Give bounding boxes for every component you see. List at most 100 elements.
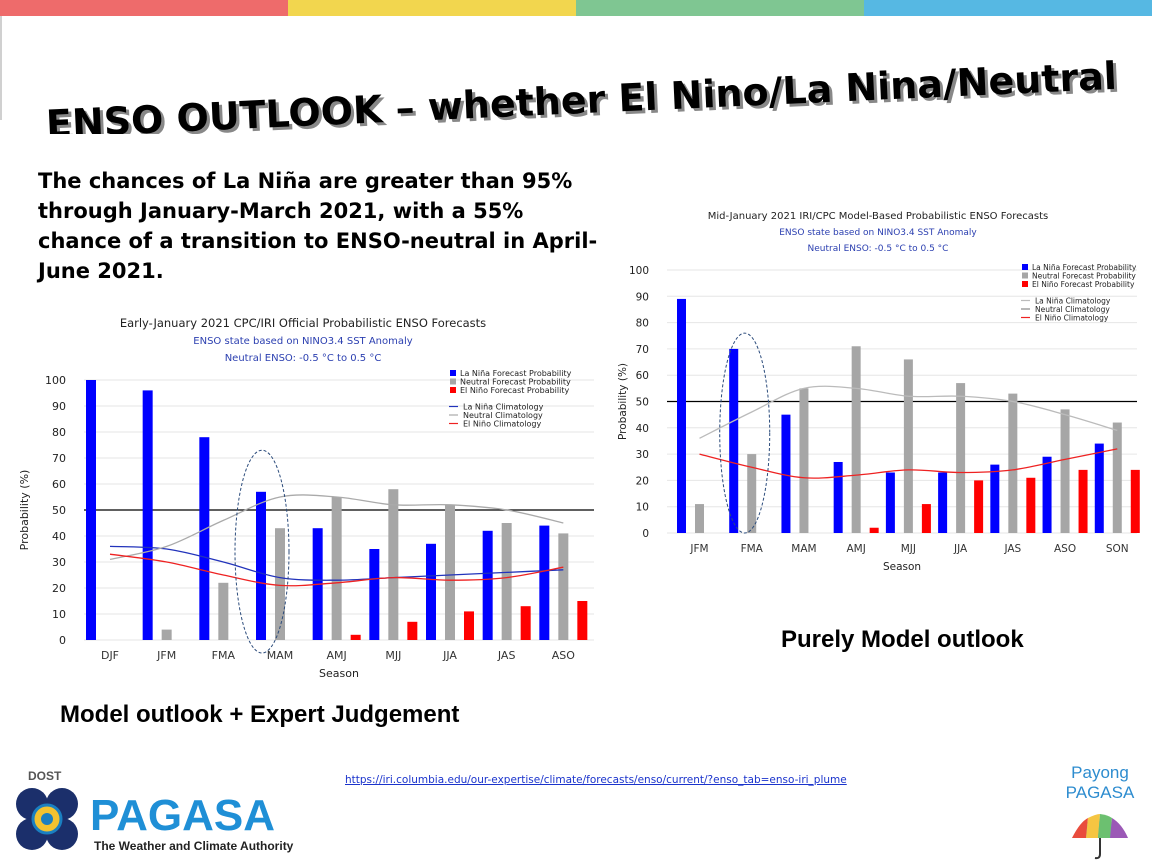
y-tick-label: 20: [636, 475, 649, 487]
legend-line-label: El Niño Climatology: [1035, 314, 1109, 323]
pagasa-logo: DOST PAGASA The Weather and Climate Auth…: [16, 769, 294, 853]
bar-neutral: [331, 497, 342, 640]
chart-title: Early-January 2021 CPC/IRI Official Prob…: [120, 316, 486, 330]
bar-neutral: [275, 528, 285, 640]
bar-la-nina: [677, 298, 686, 533]
dost-label: DOST: [28, 769, 62, 783]
legend-swatch: [450, 370, 456, 376]
bar-neutral: [558, 533, 569, 640]
bar-neutral: [747, 454, 757, 533]
x-tick-label: JAS: [1003, 543, 1021, 555]
chart-subtitle-neutral-range: Neutral ENSO: -0.5 °C to 0.5 °C: [808, 244, 949, 254]
legend-swatch: [450, 387, 456, 393]
right-chart-caption: Purely Model outlook: [781, 626, 1024, 653]
bar-la-nina: [990, 464, 1000, 533]
bar-la-nina: [86, 380, 96, 640]
payong-pagasa-logo: Payong PAGASA: [1066, 763, 1135, 860]
left-divider: [0, 16, 2, 120]
bar-el-nino: [974, 480, 984, 533]
bar-la-nina: [539, 525, 550, 640]
official-forecast-svg: Early-January 2021 CPC/IRI Official Prob…: [18, 316, 594, 680]
bar-la-nina: [833, 461, 843, 533]
y-tick-label: 100: [45, 374, 66, 387]
bar-neutral: [445, 504, 455, 640]
pagasa-emblem-icon: [16, 788, 78, 850]
official-forecast-chart: Early-January 2021 CPC/IRI Official Prob…: [14, 312, 604, 684]
y-tick-label: 10: [52, 608, 66, 621]
pagasa-tagline: The Weather and Climate Authority: [94, 839, 294, 853]
source-link[interactable]: https://iri.columbia.edu/our-expertise/c…: [345, 774, 847, 786]
y-tick-label: 90: [636, 291, 649, 303]
chart-subtitle-neutral-range: Neutral ENSO: -0.5 °C to 0.5 °C: [225, 353, 382, 364]
legend-label: Neutral Forecast Probability: [460, 378, 571, 387]
y-tick-label: 30: [636, 449, 649, 461]
top-color-bar: [0, 0, 1152, 16]
title-text: ENSO OUTLOOK – whether El Nino/La Nina/N…: [45, 54, 1118, 134]
bar-la-nina: [1094, 443, 1104, 533]
bar-la-nina: [885, 472, 895, 533]
legend-line-label: Neutral Climatology: [1035, 305, 1110, 314]
x-tick-label: JFM: [156, 649, 176, 662]
chart-title: Mid-January 2021 IRI/CPC Model-Based Pro…: [708, 211, 1049, 222]
legend-label: El Niño Forecast Probability: [460, 386, 569, 395]
x-tick-label: JJA: [953, 543, 968, 555]
y-tick-label: 40: [52, 530, 66, 543]
bar-el-nino: [1078, 469, 1088, 533]
pagasa-wordmark: PAGASA: [90, 791, 275, 840]
x-axis-label: Season: [319, 667, 359, 680]
model-forecast-chart: Mid-January 2021 IRI/CPC Model-Based Pro…: [612, 206, 1147, 578]
bar-la-nina: [369, 549, 380, 640]
climatology-line-0: [109, 545, 564, 581]
y-tick-label: 20: [52, 582, 66, 595]
x-tick-label: DJF: [101, 649, 119, 662]
y-tick-label: 80: [52, 426, 66, 439]
legend-label: La Niña Forecast Probability: [460, 369, 572, 378]
highlight-ellipse: [234, 449, 290, 654]
y-tick-label: 100: [629, 265, 649, 277]
bar-la-nina: [938, 472, 948, 533]
bar-neutral: [501, 523, 512, 640]
x-tick-label: FMA: [212, 649, 236, 662]
chart-subtitle: ENSO state based on NINO3.4 SST Anomaly: [193, 336, 412, 347]
bar-neutral: [1060, 409, 1070, 533]
x-tick-label: MJJ: [901, 543, 916, 555]
x-tick-label: ASO: [1054, 543, 1076, 555]
y-tick-label: 0: [59, 634, 66, 647]
highlight-ellipse: [719, 332, 771, 534]
bar-el-nino: [407, 621, 418, 640]
legend-swatch: [1022, 264, 1028, 270]
legend-label: Neutral Forecast Probability: [1032, 272, 1136, 281]
bar-neutral: [695, 504, 704, 533]
slide-title: ENSO OUTLOOK – whether El Nino/La Nina/N…: [45, 54, 1121, 134]
bar-neutral: [799, 388, 809, 533]
climatology-line-1: [109, 494, 564, 561]
chart-subtitle: ENSO state based on NINO3.4 SST Anomaly: [779, 228, 977, 238]
legend-label: El Niño Forecast Probability: [1032, 280, 1135, 289]
bar-neutral: [1008, 393, 1018, 533]
bar-neutral: [161, 629, 172, 640]
bar-el-nino: [520, 606, 531, 640]
legend-line-label: Neutral Climatology: [463, 411, 543, 420]
bar-neutral: [218, 582, 229, 640]
legend-swatch: [1022, 272, 1028, 279]
topbar-segment-red: [0, 0, 288, 16]
bar-neutral: [388, 489, 399, 640]
y-tick-label: 60: [52, 478, 66, 491]
x-tick-label: AMJ: [327, 649, 347, 662]
x-tick-label: JAS: [497, 649, 516, 662]
y-tick-label: 70: [52, 452, 66, 465]
legend-line-label: La Niña Climatology: [463, 403, 544, 412]
x-axis-label: Season: [883, 561, 921, 573]
topbar-segment-blue: [864, 0, 1152, 16]
x-tick-label: ASO: [552, 649, 576, 662]
bar-el-nino: [577, 601, 588, 640]
legend-label: La Niña Forecast Probability: [1032, 263, 1137, 272]
climatology-line-2: [699, 448, 1118, 479]
y-tick-label: 40: [636, 423, 649, 435]
payong-label: Payong: [1071, 763, 1129, 782]
y-tick-label: 60: [636, 370, 649, 382]
y-tick-label: 30: [52, 556, 66, 569]
y-tick-label: 10: [636, 502, 649, 514]
bar-la-nina: [426, 543, 436, 640]
bar-el-nino: [1026, 477, 1036, 533]
